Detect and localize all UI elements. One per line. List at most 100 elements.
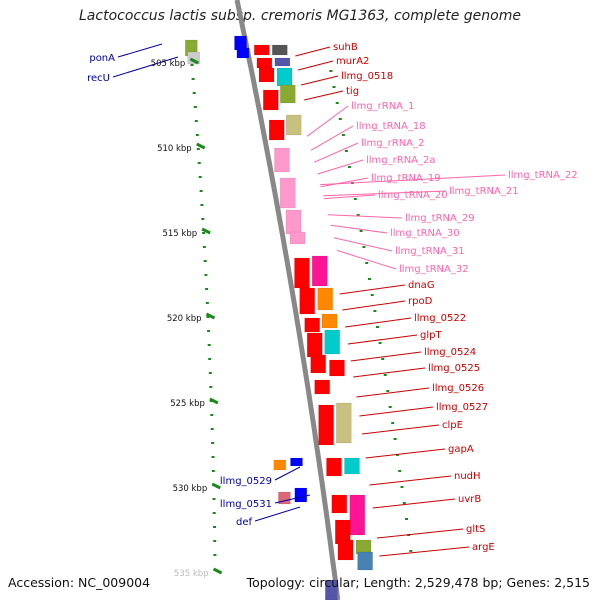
kbp-dot bbox=[201, 218, 205, 220]
leader-line bbox=[342, 300, 406, 311]
gene-feature bbox=[274, 147, 290, 173]
leader-line bbox=[369, 475, 452, 486]
feature-dot bbox=[409, 550, 413, 552]
accession-text: Accession: NC_009004 bbox=[8, 575, 151, 590]
feature-dot bbox=[353, 198, 357, 200]
feature-dot bbox=[383, 374, 387, 376]
kbp-tick-label: 505 kbp bbox=[151, 59, 186, 69]
kbp-dot bbox=[213, 540, 217, 542]
leader-line bbox=[345, 317, 412, 328]
kbp-tick-label: 535 kbp bbox=[174, 569, 209, 579]
leader-line bbox=[350, 351, 422, 362]
kbp-dot bbox=[190, 64, 194, 66]
kbp-dot bbox=[200, 204, 204, 206]
gene-label: llmg_tRNA_20 bbox=[378, 190, 448, 201]
kbp-dot bbox=[213, 554, 217, 556]
gene-feature bbox=[318, 404, 334, 446]
gene-feature bbox=[279, 177, 296, 209]
leader-line bbox=[306, 105, 349, 137]
feature-dot bbox=[347, 166, 351, 168]
leader-line bbox=[112, 56, 179, 78]
kbp-dot bbox=[211, 470, 215, 472]
gene-feature bbox=[299, 287, 315, 315]
feature-dot bbox=[338, 118, 342, 120]
gene-feature bbox=[336, 402, 352, 444]
gene-label: argE bbox=[472, 542, 495, 553]
feature-dot bbox=[344, 150, 348, 152]
gene-label: llmg_0518 bbox=[341, 71, 393, 82]
leader-line bbox=[323, 194, 376, 200]
feature-dot bbox=[378, 342, 382, 344]
gene-label: llmg_tRNA_22 bbox=[508, 170, 578, 181]
kbp-dot bbox=[203, 260, 207, 262]
leader-line bbox=[379, 546, 470, 557]
gene-feature bbox=[294, 257, 310, 289]
kbp-dot bbox=[210, 414, 214, 416]
kbp-dot bbox=[205, 288, 209, 290]
gene-label: suhB bbox=[333, 42, 358, 53]
gene-feature bbox=[306, 332, 323, 358]
gene-feature bbox=[274, 57, 291, 67]
kbp-dot bbox=[195, 134, 199, 136]
gene-label: llmg_0524 bbox=[424, 347, 476, 358]
gene-feature bbox=[331, 494, 348, 514]
feature-dot bbox=[398, 470, 402, 472]
gene-label: llmg_0525 bbox=[428, 363, 480, 374]
leader-line bbox=[254, 506, 301, 522]
feature-dot bbox=[400, 486, 404, 488]
leader-line bbox=[347, 334, 418, 345]
gene-feature bbox=[321, 313, 338, 329]
kbp-ticks: 505 kbp 510 kbp 515 kbp 520 kbp 525 kbp 530 k… bbox=[151, 57, 223, 579]
kbp-dot bbox=[204, 274, 208, 276]
kbp-tick-label: 520 kbp bbox=[167, 314, 202, 324]
kbp-tick-label: 515 kbp bbox=[162, 229, 197, 239]
feature-track bbox=[185, 35, 373, 600]
gene-feature bbox=[324, 329, 340, 355]
leader-line bbox=[376, 528, 464, 539]
leader-line bbox=[372, 498, 456, 509]
feature-dot bbox=[332, 86, 336, 88]
gene-label: gapA bbox=[448, 444, 474, 455]
gene-feature bbox=[329, 359, 345, 377]
kbp-dot-track bbox=[189, 50, 217, 556]
gene-label: recU bbox=[87, 73, 110, 84]
feature-dot bbox=[381, 358, 385, 360]
gene-feature bbox=[317, 287, 333, 311]
kbp-dot bbox=[205, 302, 209, 304]
gene-feature bbox=[256, 57, 273, 69]
topology-summary: Topology: circular; Length: 2,529,478 bp… bbox=[246, 575, 590, 590]
gene-feature bbox=[326, 457, 342, 477]
gene-label: rpoD bbox=[408, 296, 433, 307]
kbp-dot bbox=[193, 106, 197, 108]
gene-label: llmg_rRNA_2a bbox=[366, 155, 436, 166]
gene-feature bbox=[290, 457, 303, 467]
feature-dot bbox=[359, 230, 363, 232]
kbp-dot bbox=[197, 162, 201, 164]
leader-line bbox=[353, 367, 426, 378]
kbp-dot bbox=[208, 358, 212, 360]
kbp-dot bbox=[192, 92, 196, 94]
gene-label: llmg_0529 bbox=[220, 476, 272, 487]
gene-label: llmg_0522 bbox=[414, 313, 466, 324]
leader-line bbox=[320, 177, 369, 188]
kbp-dot bbox=[198, 176, 202, 178]
feature-dot bbox=[405, 518, 408, 520]
gene-label: gltS bbox=[466, 524, 485, 535]
gene-feature bbox=[278, 491, 291, 505]
kbp-tick bbox=[209, 397, 219, 405]
gene-label: llmg_tRNA_30 bbox=[390, 228, 460, 239]
gene-feature bbox=[268, 119, 285, 141]
gene-label: llmg_rRNA_1 bbox=[351, 101, 414, 112]
leader-line bbox=[330, 224, 388, 234]
kbp-dot bbox=[212, 512, 216, 514]
kbp-dot bbox=[207, 330, 211, 332]
leader-line bbox=[298, 60, 334, 71]
leader-line bbox=[365, 448, 446, 459]
kbp-dot bbox=[211, 442, 215, 444]
kbp-dot bbox=[207, 344, 211, 346]
kbp-tick bbox=[205, 312, 216, 320]
gene-label: dnaG bbox=[408, 280, 435, 291]
leader-line bbox=[327, 214, 403, 219]
kbp-tick bbox=[196, 142, 206, 150]
